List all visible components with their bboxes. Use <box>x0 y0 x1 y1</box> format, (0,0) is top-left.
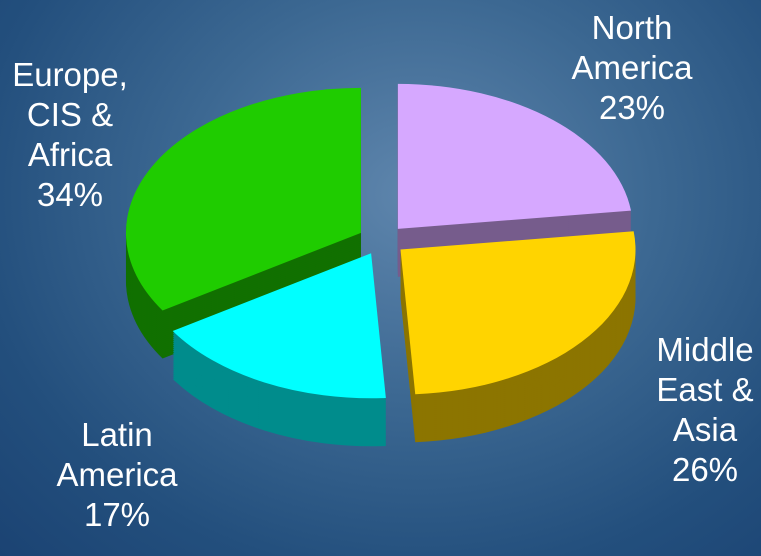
value-label: 17% <box>83 496 151 533</box>
category-name: Middle East & Asia <box>656 331 754 448</box>
category-name: Europe, CIS & Africa <box>12 56 128 173</box>
category-name: North America <box>571 9 693 86</box>
slice <box>397 83 632 229</box>
category-name: Latin America <box>56 416 178 493</box>
slice-label: Latin America 17% <box>42 415 192 535</box>
slice-label: Europe, CIS & Africa 34% <box>5 55 135 215</box>
value-label: 26% <box>671 451 739 488</box>
slice-label: North America 23% <box>557 8 707 128</box>
value-label: 34% <box>36 176 104 213</box>
slice <box>172 253 386 399</box>
slice <box>125 87 361 311</box>
slice-label: Middle East & Asia 26% <box>645 330 761 490</box>
value-label: 23% <box>598 89 666 126</box>
slice <box>400 231 636 395</box>
